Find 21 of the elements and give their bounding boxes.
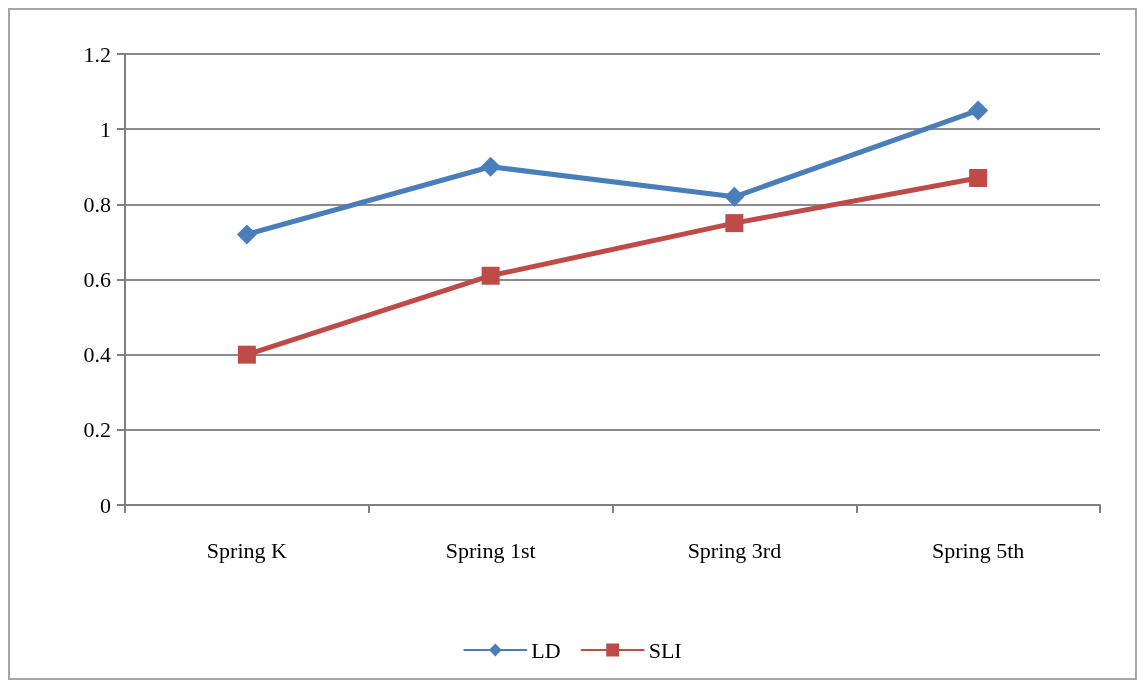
- x-tick-label: Spring 1st: [445, 537, 536, 563]
- y-tick-label: 0: [100, 492, 111, 518]
- y-tick-label: 0.8: [83, 191, 111, 217]
- point: [969, 169, 988, 188]
- point: [237, 345, 256, 364]
- x-tick-label: Spring K: [206, 537, 288, 563]
- point: [724, 186, 745, 207]
- legend-label: SLI: [648, 637, 682, 663]
- point: [480, 156, 501, 177]
- y-tick-label: 0.6: [83, 267, 111, 292]
- legend-label: LD: [531, 637, 561, 663]
- y-tick-label: 0.2: [83, 417, 111, 443]
- point: [968, 100, 989, 121]
- y-tick-label: 1.2: [83, 41, 111, 67]
- point: [481, 266, 500, 285]
- y-tick-label: 1: [100, 116, 111, 142]
- y-tick-label: 0.4: [83, 342, 111, 368]
- point: [725, 214, 744, 233]
- point: [236, 224, 257, 245]
- x-tick-label: Spring 3rd: [687, 537, 782, 563]
- x-tick-label: Spring 5th: [931, 537, 1025, 563]
